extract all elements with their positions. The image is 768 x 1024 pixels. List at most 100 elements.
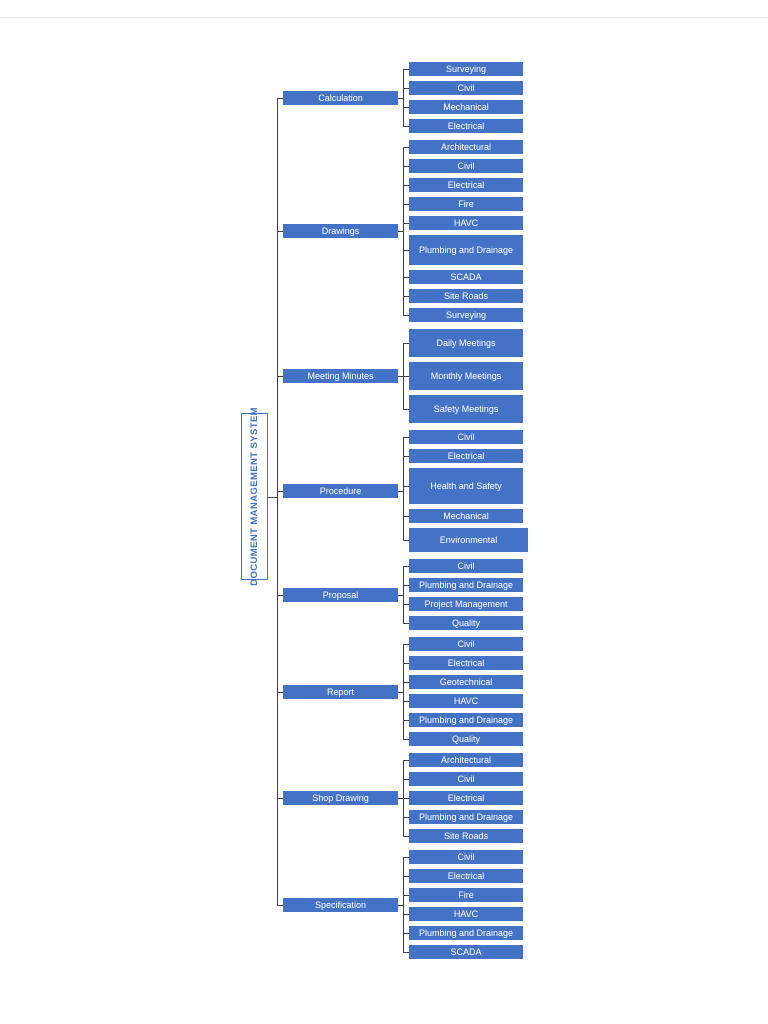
category-node: Shop Drawing	[283, 791, 398, 805]
leaf-node: SCADA	[409, 270, 523, 284]
leaf-label: Electrical	[447, 451, 485, 461]
category-label: Calculation	[318, 92, 363, 103]
leaf-label: Mechanical	[443, 102, 489, 112]
connector-line	[403, 147, 404, 315]
children-column: Daily Meetings Monthly Meetings Safety M…	[409, 329, 523, 423]
connector-line	[403, 223, 409, 224]
branch-group: Proposal Civil Plumbing and Drainage Pro…	[283, 559, 523, 630]
leaf-label: Fire	[458, 890, 474, 900]
leaf-label: Fire	[458, 199, 474, 209]
category-cell: Meeting Minutes	[283, 369, 398, 383]
leaf-node: Fire	[409, 888, 523, 902]
connector-line	[398, 798, 403, 799]
children-column: Civil Plumbing and Drainage Project Mana…	[409, 559, 523, 630]
leaf-node: HAVC	[409, 694, 523, 708]
connector-line	[403, 895, 409, 896]
connector-line	[403, 147, 409, 148]
leaf-node: Plumbing and Drainage	[409, 235, 523, 265]
leaf-node: Electrical	[409, 869, 523, 883]
category-cell: Drawings	[283, 224, 398, 238]
leaf-node: Site Roads	[409, 289, 523, 303]
connector-line	[277, 691, 283, 693]
category-label: Shop Drawing	[312, 793, 369, 803]
leaf-node: Mechanical	[409, 100, 523, 114]
leaf-node: Project Management	[409, 597, 523, 611]
connector-line	[403, 644, 409, 645]
connector-line	[403, 69, 404, 126]
root-node: DOCUMENT MANAGEMENT SYSTEM	[241, 407, 268, 586]
connector-line	[403, 604, 409, 605]
category-cell: Shop Drawing	[283, 791, 398, 805]
leaf-label: Plumbing and Drainage	[418, 245, 514, 255]
leaf-label: Civil	[457, 639, 475, 649]
leaf-label: Electrical	[447, 180, 485, 190]
branch-group: Report Civil Electrical Geotechnical HAV…	[283, 637, 523, 746]
leaf-node: Health and Safety	[409, 468, 523, 504]
leaf-node: Electrical	[409, 449, 523, 463]
connector-line	[403, 437, 404, 540]
connector-line	[403, 277, 409, 278]
leaf-node: Electrical	[409, 791, 523, 805]
leaf-label: Geotechnical	[439, 677, 493, 687]
leaf-label: Electrical	[447, 121, 485, 131]
category-node: Drawings	[283, 224, 398, 238]
leaf-node: Electrical	[409, 656, 523, 670]
branch-group: Drawings Architectural Civil Electrical …	[283, 140, 523, 322]
leaf-label: Site Roads	[443, 291, 489, 301]
leaf-node: HAVC	[409, 216, 523, 230]
category-label: Report	[326, 686, 354, 697]
leaf-label: Plumbing and Drainage	[418, 928, 514, 938]
connector-line	[403, 437, 409, 438]
leaf-label: SCADA	[450, 272, 482, 282]
connector-line	[403, 566, 404, 623]
branch-group: Calculation Surveying Civil Mechanical E…	[283, 62, 523, 133]
root-label: DOCUMENT MANAGEMENT SYSTEM	[249, 407, 260, 586]
category-cell: Proposal	[283, 587, 398, 602]
connector-line	[403, 456, 409, 457]
leaf-label: Civil	[457, 852, 475, 862]
leaf-node: Site Roads	[409, 829, 523, 843]
connector-line	[398, 231, 403, 232]
connector-line	[398, 904, 403, 906]
connector-line	[403, 566, 409, 567]
leaf-node: Quality	[409, 732, 523, 746]
connector-line	[403, 516, 409, 517]
leaf-label: Project Management	[424, 599, 508, 609]
connector-line	[403, 296, 409, 297]
page-top-divider	[0, 17, 768, 18]
connector-line	[277, 376, 283, 377]
branch-group: Procedure Civil Electrical Health and Sa…	[283, 430, 528, 552]
children-column: Architectural Civil Electrical Plumbing …	[409, 753, 523, 843]
connector-line	[403, 343, 409, 344]
category-node: Report	[283, 684, 398, 699]
connector-line	[403, 720, 409, 721]
connector-line	[403, 857, 409, 858]
connector-line	[398, 491, 403, 492]
children-column: Architectural Civil Electrical Fire HAVC…	[409, 140, 523, 322]
category-cell: Calculation	[283, 90, 398, 105]
connector-line	[403, 107, 409, 108]
leaf-label: Quality	[451, 734, 480, 744]
connector-line	[403, 540, 409, 541]
connector-line	[398, 594, 403, 596]
category-cell: Procedure	[283, 484, 398, 498]
connector-line	[403, 69, 409, 70]
leaf-label: HAVC	[453, 218, 479, 228]
leaf-node: Civil	[409, 850, 523, 864]
leaf-label: Health and Safety	[430, 481, 502, 491]
children-column: Civil Electrical Geotechnical HAVC Plumb…	[409, 637, 523, 746]
connector-line	[403, 739, 409, 740]
leaf-label: Civil	[457, 432, 475, 442]
connector-line	[403, 798, 409, 799]
connector-line	[403, 376, 409, 377]
category-label: Proposal	[322, 589, 359, 600]
connector-line	[403, 185, 409, 186]
connector-line	[403, 914, 409, 915]
leaf-label: Architectural	[440, 142, 492, 152]
connector-line	[403, 166, 409, 167]
leaf-node: Civil	[409, 772, 523, 786]
branch-group: Meeting Minutes Daily Meetings Monthly M…	[283, 329, 523, 423]
leaf-label: Civil	[457, 561, 475, 571]
connector-line	[403, 644, 404, 739]
